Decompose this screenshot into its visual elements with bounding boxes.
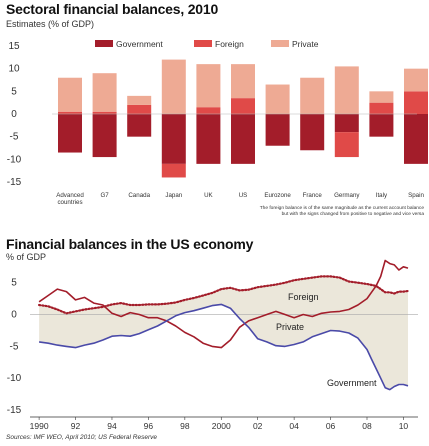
x-tick-label: 94 — [107, 421, 117, 431]
category-label: Spain — [408, 192, 424, 199]
y-tick-label: -10 — [7, 373, 22, 384]
legend-label-foreign: Foreign — [215, 39, 244, 49]
chart1-title: Sectoral financial balances, 2010 — [6, 1, 219, 17]
bar-government — [161, 114, 186, 164]
bar-private — [369, 91, 394, 103]
x-tick-label: 98 — [180, 421, 190, 431]
bar-private — [231, 64, 255, 99]
y-tick-label: 15 — [8, 41, 20, 52]
bar-government — [300, 114, 325, 151]
y-tick-label: -10 — [7, 154, 22, 165]
category-label: Japan — [165, 192, 182, 199]
bar-private — [334, 66, 359, 114]
y-tick-label: 10 — [8, 64, 20, 75]
x-tick-label: 10 — [399, 421, 409, 431]
category-label: Germany — [334, 192, 360, 199]
bar-foreign — [161, 163, 186, 178]
x-tick-label: 02 — [253, 421, 263, 431]
y-tick-label: -5 — [10, 341, 19, 352]
legend-swatch-government — [95, 40, 113, 47]
x-tick-label: 04 — [289, 421, 299, 431]
bar-private — [161, 59, 186, 114]
category-label: US — [239, 192, 248, 199]
source-note: Sources: IMF WEO, April 2010; US Federal… — [6, 434, 157, 441]
bar-government — [334, 114, 359, 133]
category-label: UK — [204, 192, 213, 199]
series-label-foreign: Foreign — [288, 292, 319, 302]
chart2-subtitle: % of GDP — [6, 252, 47, 262]
series-label-government: Government — [327, 378, 377, 388]
x-tick-label: 2000 — [212, 421, 231, 431]
y-tick-label: -5 — [10, 132, 19, 143]
bar-private — [404, 68, 428, 92]
bar-private — [58, 77, 82, 112]
x-tick-label: 92 — [71, 421, 81, 431]
bar-chart: Government Foreign Private 15 10 5 0 -5 -10 -15 Ad… — [7, 39, 428, 217]
legend-swatch-foreign — [194, 40, 212, 47]
bar-private — [265, 84, 290, 114]
series-label-private: Private — [276, 322, 304, 332]
bar-government — [404, 114, 428, 164]
bar-government — [369, 114, 394, 137]
bar-government — [58, 114, 82, 153]
bar-private — [127, 95, 152, 105]
legend-swatch-private — [271, 40, 289, 47]
legend-label-private: Private — [292, 39, 319, 49]
y-tick-label: -15 — [7, 405, 22, 416]
category-label: Eurozone — [264, 192, 291, 199]
bar-private — [196, 64, 221, 108]
bar-foreign — [58, 111, 82, 114]
category-label: countries — [57, 199, 82, 206]
y-tick-label: 5 — [11, 278, 17, 289]
bar-government — [127, 114, 152, 137]
line-private — [38, 259, 409, 349]
y-tick-label: -15 — [7, 177, 22, 188]
chart1-subtitle: Estimates (% of GDP) — [6, 19, 95, 29]
y-tick-label: 0 — [11, 310, 17, 321]
category-label: G7 — [100, 192, 109, 199]
bar-foreign — [231, 98, 255, 114]
category-label: France — [303, 192, 323, 199]
legend-label-government: Government — [116, 39, 163, 49]
x-tick-label: 96 — [144, 421, 154, 431]
bar-government — [265, 114, 290, 146]
bar-government — [196, 114, 221, 164]
footnote: but with the signs changed from positive… — [282, 211, 425, 217]
bar-private — [300, 77, 325, 114]
category-label: Advanced — [56, 192, 84, 199]
category-label: Canada — [128, 192, 150, 199]
bar-foreign — [404, 91, 428, 114]
x-tick-label: 08 — [362, 421, 372, 431]
line-government — [38, 303, 409, 391]
chart2-title: Financial balances in the US economy — [6, 236, 254, 252]
bar-foreign — [127, 104, 152, 114]
x-tick-label: 1990 — [30, 421, 49, 431]
bar-government — [92, 114, 117, 158]
footnote: The foreign balance is of the same magni… — [260, 205, 425, 211]
bar-government — [231, 114, 255, 164]
bar-foreign — [92, 111, 117, 114]
y-tick-label: 5 — [11, 86, 17, 97]
category-label: Italy — [376, 192, 388, 199]
x-tick-label: 06 — [326, 421, 336, 431]
bar-foreign — [369, 102, 394, 114]
bar-foreign — [196, 107, 221, 114]
y-tick-label: 0 — [11, 109, 17, 120]
shaded-band — [39, 276, 408, 390]
bar-private — [92, 73, 117, 112]
bar-foreign — [334, 132, 359, 158]
